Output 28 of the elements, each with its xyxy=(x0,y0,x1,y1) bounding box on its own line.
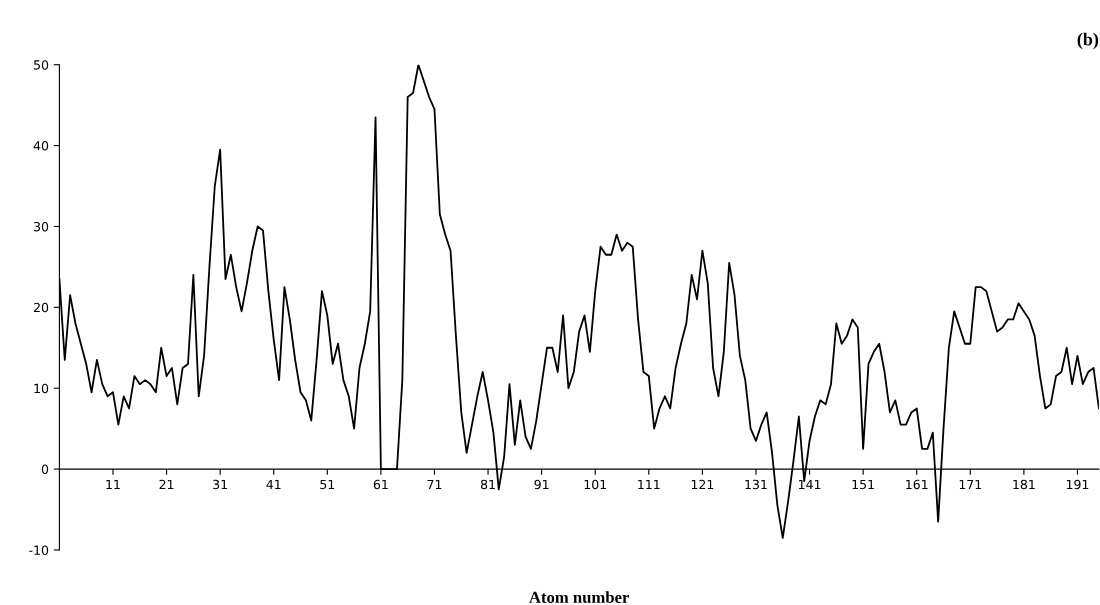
x-tick-label: 51 xyxy=(320,479,335,490)
x-tick-label: 131 xyxy=(745,479,767,490)
x-tick-label: 81 xyxy=(480,479,495,490)
x-tick-label: 141 xyxy=(799,479,821,489)
y-tick-label: 40 xyxy=(33,141,49,151)
x-tick-label: 61 xyxy=(373,479,388,490)
x-tick-label: 151 xyxy=(852,479,874,490)
x-tick-label: 171 xyxy=(959,479,982,489)
y-tick-label: 10 xyxy=(34,383,49,394)
x-tick-label: 31 xyxy=(213,479,227,490)
x-tick-label: 41 xyxy=(266,479,281,489)
x-tick-label: 121 xyxy=(691,479,714,489)
x-tick-label: 181 xyxy=(1013,479,1035,490)
y-tick-label: 0 xyxy=(41,464,49,474)
x-tick-label: 71 xyxy=(427,479,442,489)
x-tick-label: 11 xyxy=(106,479,120,489)
y-tick-label: -10 xyxy=(29,545,49,555)
y-tick-label: 30 xyxy=(34,221,49,232)
y-tick-label: 50 xyxy=(34,60,49,70)
x-tick-label: 191 xyxy=(1066,479,1089,490)
x-axis-title: Atom number xyxy=(529,591,630,603)
x-tick-label: 101 xyxy=(584,479,606,490)
x-tick-label: 161 xyxy=(906,479,928,490)
x-tick-label: 111 xyxy=(638,479,660,489)
x-tick-label: 91 xyxy=(534,479,549,490)
chart-title: (b) xyxy=(1077,32,1099,50)
x-tick-label: 21 xyxy=(159,479,174,489)
y-tick-label: 20 xyxy=(33,302,49,313)
